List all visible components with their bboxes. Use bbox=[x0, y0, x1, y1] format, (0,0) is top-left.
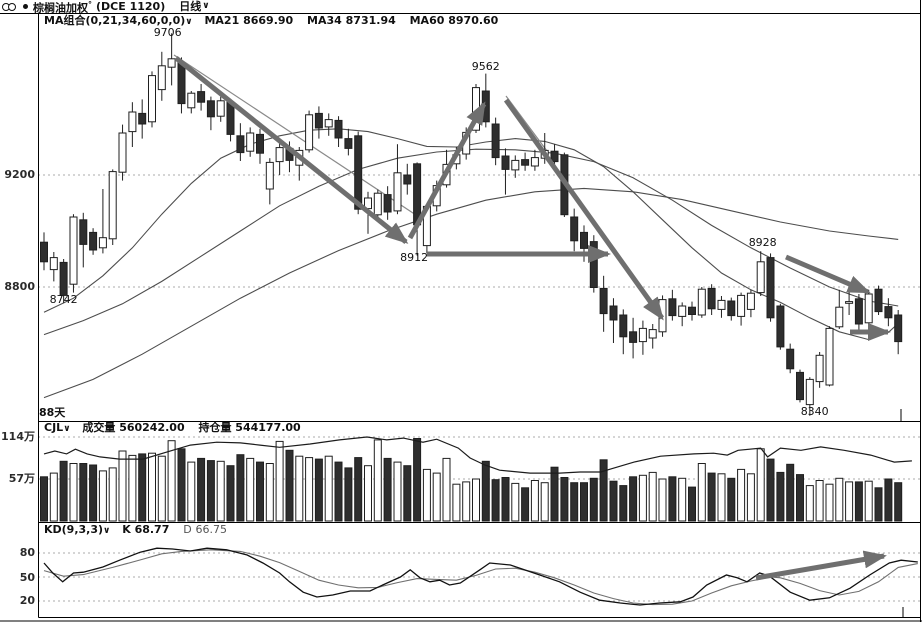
vol-axis-label-57: 57万 bbox=[8, 472, 35, 485]
d-value: 66.75 bbox=[195, 523, 228, 536]
open-interest-value: 544177.00 bbox=[235, 421, 301, 434]
ma-line-MA60 bbox=[43, 187, 899, 399]
x-span-label: 88天 bbox=[39, 406, 66, 419]
price-annotation-9562: 9562 bbox=[471, 59, 500, 73]
ma21-value: 8669.90 bbox=[243, 14, 294, 27]
k-name: K bbox=[122, 523, 131, 536]
kd-trend-arrow bbox=[755, 550, 887, 581]
ma34-value: 8731.94 bbox=[345, 14, 396, 27]
ma60-name: MA60 bbox=[409, 14, 445, 27]
trend-arrow bbox=[785, 254, 871, 295]
ma-line-MA34 bbox=[43, 148, 899, 336]
ma-indicator-header[interactable]: MA组合(0,21,34,60,0,0)∨ MA21 8669.90 MA34 … bbox=[44, 15, 508, 28]
open-interest-line bbox=[43, 436, 912, 474]
gridlines bbox=[38, 174, 920, 602]
title-bar: 棕榈油加权° (DCE 1120) 日线 ∨ bbox=[0, 0, 922, 15]
period-label: 日线 bbox=[179, 0, 202, 13]
symbol-name: 棕榈油加权° bbox=[33, 0, 92, 15]
open-interest-label: 持仓量 bbox=[198, 421, 232, 434]
price-annotation-8912: 8912 bbox=[400, 250, 429, 264]
ma21-name: MA21 bbox=[204, 14, 240, 27]
trend-arrow bbox=[503, 98, 665, 321]
volume-value: 560242.00 bbox=[119, 421, 185, 434]
d-name: D bbox=[183, 523, 192, 536]
kd-axis-label-50: 50 bbox=[19, 571, 35, 584]
d-line bbox=[43, 549, 918, 606]
period-selector[interactable]: 日线 ∨ bbox=[179, 0, 209, 13]
kd-indicator-header[interactable]: KD(9,3,3)∨ K 68.77 D 66.75 bbox=[44, 524, 237, 537]
k-value: 68.77 bbox=[134, 523, 170, 536]
volume-indicator-header[interactable]: CJL∨ 成交量 560242.00 持仓量 544177.00 bbox=[44, 422, 311, 435]
kd-label[interactable]: KD(9,3,3) bbox=[44, 523, 104, 536]
trend-arrow bbox=[407, 101, 487, 240]
cjl-label[interactable]: CJL bbox=[44, 421, 64, 434]
chevron-down-icon[interactable]: ∨ bbox=[103, 526, 111, 536]
trend-arrows bbox=[174, 56, 891, 581]
ma34-name: MA34 bbox=[307, 14, 342, 27]
bullet-icon bbox=[23, 4, 28, 9]
ma-lines bbox=[43, 128, 899, 399]
vol-axis-label-114: 114万 bbox=[1, 430, 35, 443]
candlestick-series bbox=[40, 33, 903, 416]
ma60-value: 8970.60 bbox=[448, 14, 499, 27]
chain-rings-icon[interactable] bbox=[2, 2, 16, 11]
price-annotation-8340: 8340 bbox=[800, 404, 829, 418]
volume-bars bbox=[40, 438, 903, 522]
ma-combo-label[interactable]: MA组合(0,21,34,60,0,0) bbox=[44, 14, 186, 27]
y-axis-label-8800: 8800 bbox=[4, 280, 35, 293]
kd-axis-label-80: 80 bbox=[19, 546, 35, 559]
contract-code: (DCE 1120) bbox=[96, 0, 166, 13]
chevron-down-icon[interactable]: ∨ bbox=[185, 17, 193, 27]
trend-arrow bbox=[174, 56, 409, 244]
y-axis-label-9200: 9200 bbox=[4, 168, 35, 181]
price-annotation-8742: 8742 bbox=[49, 293, 78, 307]
kd-axis-label-20: 20 bbox=[19, 594, 35, 607]
trendlines bbox=[173, 54, 548, 216]
k-line bbox=[43, 547, 918, 606]
symbol-mark: ° bbox=[88, 0, 92, 10]
ma-line-MA21 bbox=[43, 128, 899, 341]
chevron-down-icon: ∨ bbox=[202, 1, 210, 11]
price-annotation-8928: 8928 bbox=[748, 236, 777, 250]
volume-label: 成交量 bbox=[82, 421, 116, 434]
chevron-down-icon[interactable]: ∨ bbox=[63, 424, 71, 434]
price-annotation-9706: 9706 bbox=[153, 26, 182, 40]
